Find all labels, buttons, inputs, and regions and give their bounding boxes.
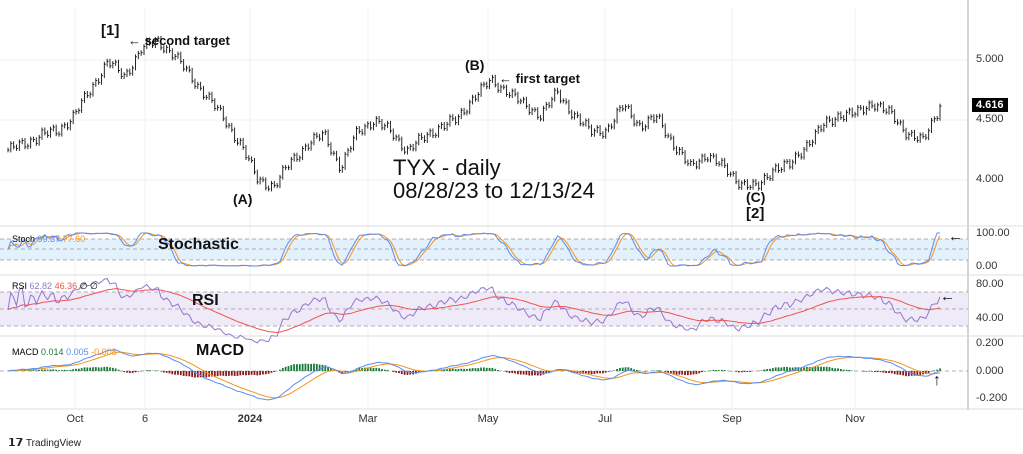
stoch-tick: 0.00	[976, 260, 998, 272]
macd-line	[7, 349, 941, 401]
wave-a-label: (A)	[233, 191, 253, 207]
first-target-label: ← first target	[499, 71, 580, 86]
time-tick: May	[477, 413, 499, 425]
time-tick: Nov	[845, 413, 865, 425]
rsi-ma-value: 46.36	[54, 281, 78, 291]
wave-c-label: (C)	[746, 189, 766, 205]
macd-legend: MACD 0.014 0.005 -0.008	[12, 347, 117, 357]
wave-2-label: [2]	[746, 205, 765, 222]
stoch-panel-label: Stochastic	[158, 236, 239, 253]
rsi-legend-label: RSI	[12, 281, 28, 291]
time-tick: 2024	[237, 413, 263, 425]
price-tick: 5.000	[976, 53, 1004, 65]
macd-tick: 0.200	[976, 337, 1004, 349]
rsi-line	[7, 278, 941, 344]
macd-signal-line	[7, 351, 941, 399]
macd-legend-label: MACD	[12, 347, 39, 357]
macd-arrow: ↑	[933, 372, 941, 389]
time-tick: 6	[141, 413, 149, 425]
rsi-legend: RSI 62.82 46.36 ∅ ∅	[12, 281, 98, 292]
rsi-tick: 40.00	[976, 312, 1004, 324]
chart-title: TYX - daily	[393, 155, 501, 180]
second-target-label: ← second target	[128, 33, 230, 48]
macd-hist-value: 0.014	[41, 347, 64, 357]
time-tick: Mar	[358, 413, 378, 425]
stoch-legend: Stoch 99.37 77.60	[12, 234, 85, 244]
wave-1-label: [1]	[101, 22, 120, 39]
stoch-d-value: 77.60	[62, 234, 86, 244]
stoch-k-line	[7, 232, 940, 267]
rsi-panel-label: RSI	[192, 292, 219, 309]
brand-name: TradingView	[25, 438, 81, 449]
time-tick: Sep	[722, 413, 742, 425]
rsi-value: 62.82	[29, 281, 53, 291]
chart-subtitle: 08/28/23 to 12/13/24	[393, 178, 595, 203]
time-tick: Oct	[66, 413, 84, 425]
stoch-legend-label: Stoch	[12, 234, 36, 244]
rsi-tick: 80.00	[976, 278, 1004, 290]
tradingview-logo[interactable]: 𝟭𝟳 TradingView	[8, 437, 81, 449]
rsi-extra: ∅ ∅	[79, 281, 98, 291]
time-tick: Jul	[597, 413, 613, 425]
stoch-tick: 100.00	[976, 227, 1010, 239]
macd-panel-label: MACD	[196, 342, 244, 359]
stoch-k-value: 99.37	[37, 234, 61, 244]
price-tick: 4.500	[976, 113, 1004, 125]
macd-value: 0.005	[66, 347, 89, 357]
stoch-arrow: ←	[948, 228, 963, 245]
macd-signal-value: -0.008	[91, 347, 117, 357]
macd-tick: -0.200	[976, 392, 1008, 404]
stoch-band	[0, 239, 968, 260]
last-price-badge: 4.616	[972, 98, 1008, 112]
wave-b-label: (B)	[465, 57, 485, 73]
macd-tick: 0.000	[976, 365, 1004, 377]
price-tick: 4.000	[976, 173, 1004, 185]
rsi-ma-line	[7, 288, 941, 333]
rsi-arrow: ←	[940, 288, 955, 305]
